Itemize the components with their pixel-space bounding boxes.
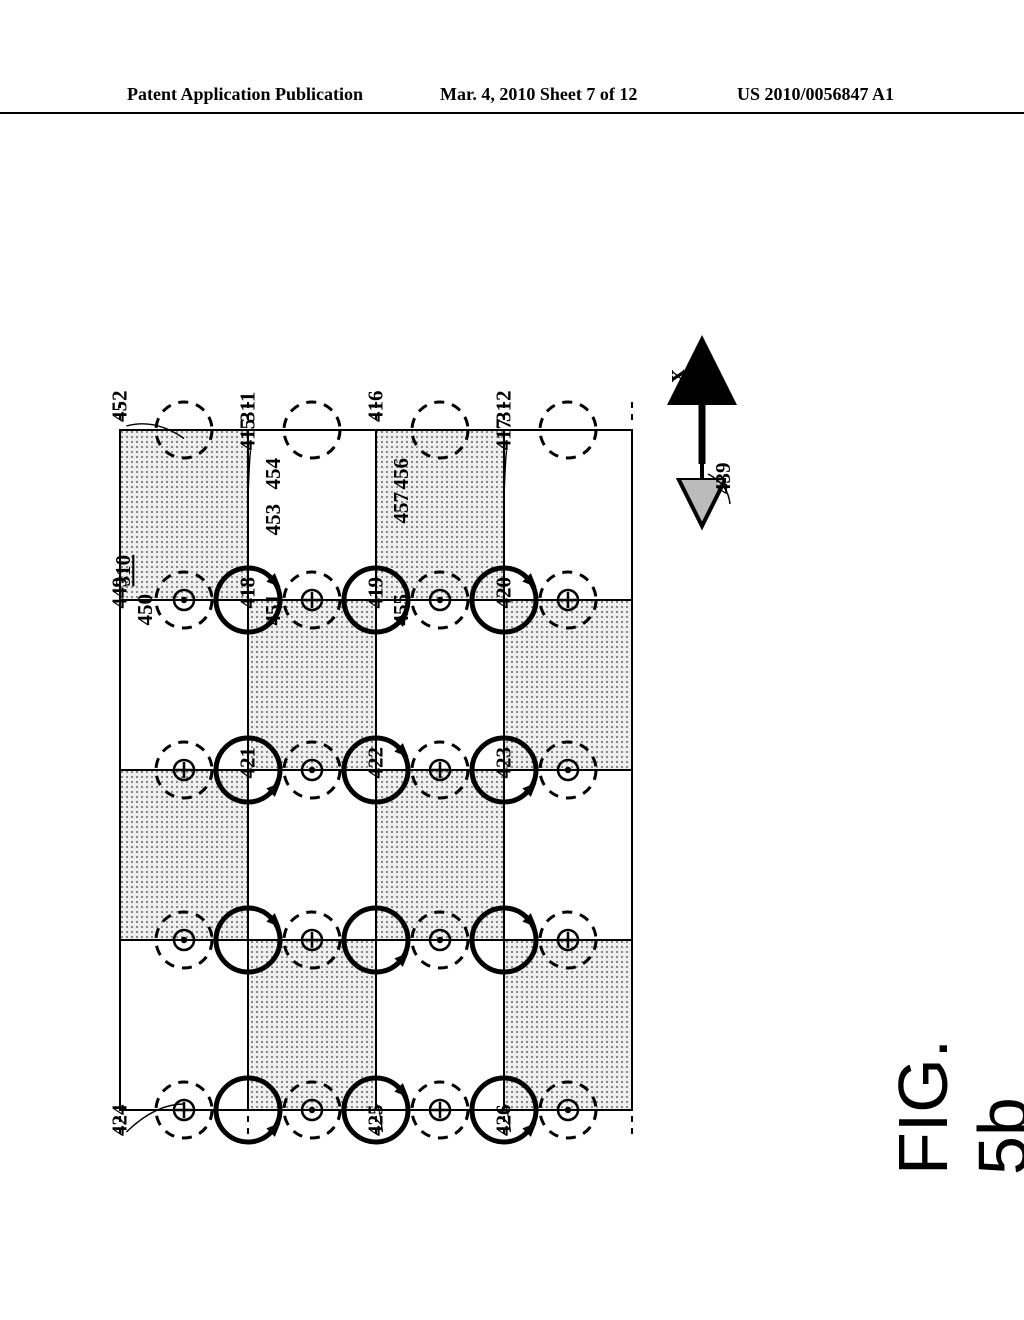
svg-text:456: 456 (389, 458, 413, 490)
figure-5b: FIG. 5b 45231141631231041541745445345645… (120, 195, 900, 1185)
diagram-svg: 4523114163123104154174544534564574504514… (120, 195, 900, 1185)
header-right: US 2010/0056847 A1 (737, 84, 894, 105)
svg-text:453: 453 (261, 504, 285, 536)
svg-text:457: 457 (389, 492, 413, 524)
svg-text:419: 419 (363, 577, 387, 609)
svg-text:x: x (661, 370, 690, 383)
svg-text:454: 454 (261, 458, 285, 490)
svg-text:421: 421 (235, 747, 259, 779)
svg-text:422: 422 (363, 747, 387, 779)
svg-text:423: 423 (491, 747, 515, 779)
svg-text:425: 425 (363, 1105, 387, 1137)
svg-text:450: 450 (133, 594, 157, 626)
svg-text:451: 451 (261, 594, 285, 626)
header-left: Patent Application Publication (127, 84, 363, 105)
header-mid: Mar. 4, 2010 Sheet 7 of 12 (440, 84, 637, 105)
patent-header: Patent Application Publication Mar. 4, 2… (0, 84, 1024, 114)
svg-text:418: 418 (235, 577, 259, 609)
svg-text:426: 426 (491, 1105, 515, 1137)
svg-text:312: 312 (491, 391, 515, 423)
svg-text:416: 416 (363, 391, 387, 423)
figure-title: FIG. 5b (883, 1039, 1024, 1175)
svg-text:452: 452 (107, 391, 131, 423)
svg-text:420: 420 (491, 577, 515, 609)
svg-text:311: 311 (235, 392, 259, 422)
svg-text:455: 455 (389, 594, 413, 626)
svg-text:417: 417 (491, 419, 515, 451)
svg-text:415: 415 (235, 419, 259, 451)
svg-text:449: 449 (107, 577, 131, 609)
